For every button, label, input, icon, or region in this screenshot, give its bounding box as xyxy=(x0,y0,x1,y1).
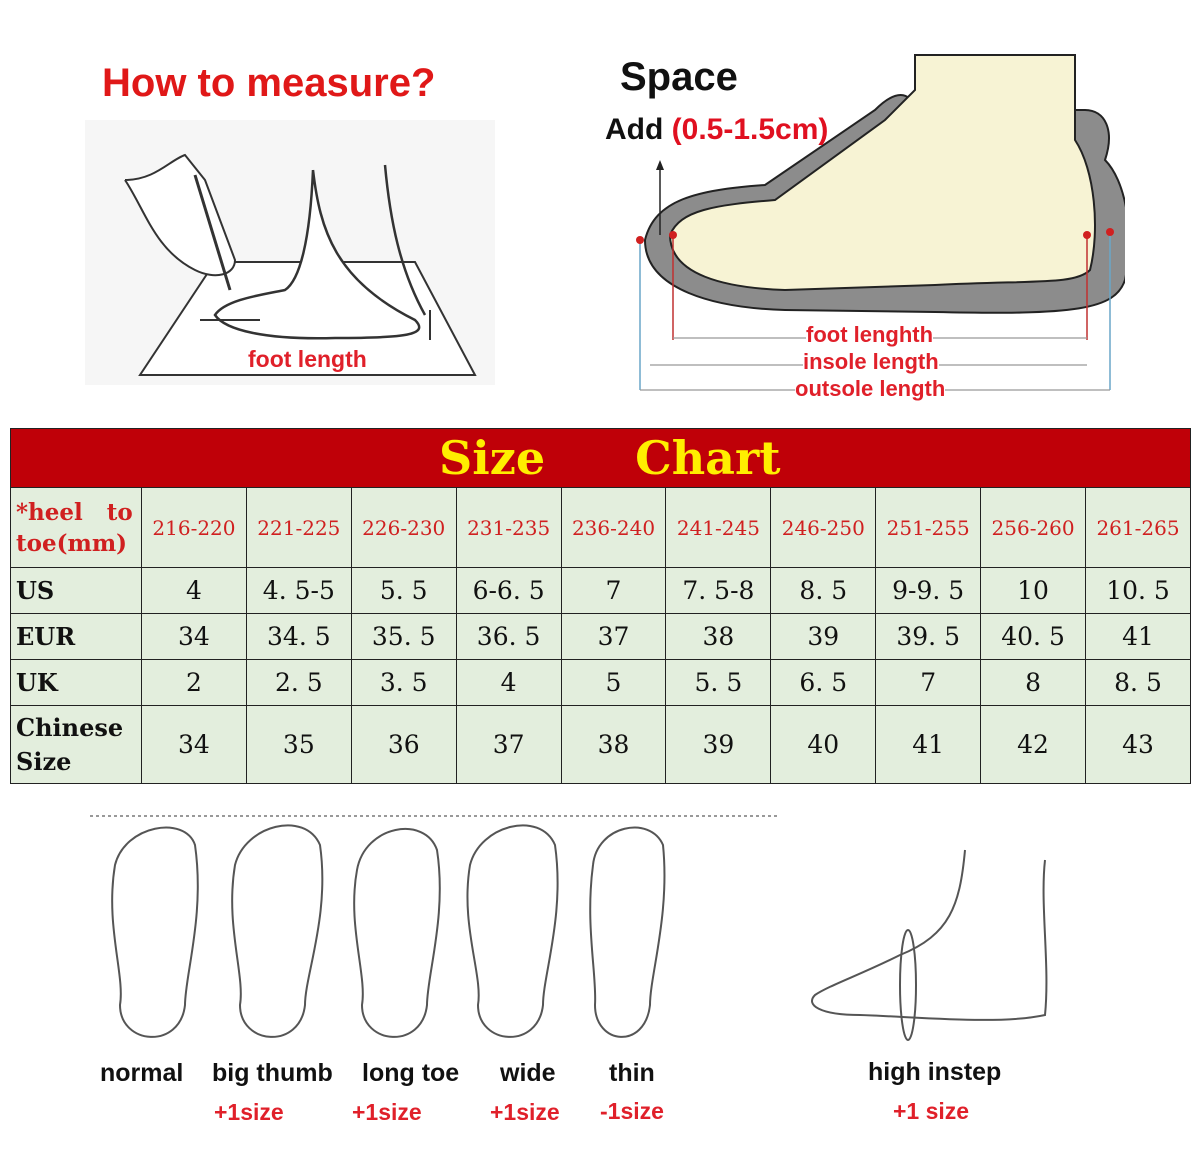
advice-big-thumb: +1size xyxy=(214,1099,284,1125)
size-cell: 37 xyxy=(560,613,667,660)
length-cell: 241-245 xyxy=(665,487,772,568)
size-cell: 39 xyxy=(665,705,772,784)
size-cell: 35. 5 xyxy=(350,613,457,660)
size-chart-table: Size Chart *heel to toe(mm) 216-220 221-22… xyxy=(10,428,1191,784)
row-header: UK xyxy=(10,659,142,706)
size-chart-title: Size Chart xyxy=(10,428,1191,488)
size-cell: 2. 5 xyxy=(245,659,352,706)
insole-length-caption: insole length xyxy=(803,349,939,374)
how-to-measure-title: How to measure? xyxy=(102,61,436,105)
size-cell: 3. 5 xyxy=(350,659,457,706)
us-row: US 4 4. 5-5 5. 5 6-6. 5 7 7. 5-8 8. 5 9-9. 5 10 10… xyxy=(10,567,1191,614)
length-cell: 231-235 xyxy=(455,487,562,568)
size-cell: 40. 5 xyxy=(980,613,1087,660)
size-cell: 8. 5 xyxy=(770,567,877,614)
length-cell: 251-255 xyxy=(875,487,982,568)
length-row: *heel to toe(mm) 216-220 221-225 226-230 … xyxy=(10,487,1191,568)
size-cell: 43 xyxy=(1085,705,1191,784)
size-cell: 35 xyxy=(245,705,352,784)
size-cell: 9-9. 5 xyxy=(875,567,982,614)
measure-foot-illustration xyxy=(85,120,495,385)
eur-row: EUR 34 34. 5 35. 5 36. 5 37 38 39 39. 5 40. 5 41 xyxy=(10,613,1191,660)
heel-to-toe-header: *heel to toe(mm) xyxy=(10,487,142,568)
size-cell: 41 xyxy=(1085,613,1191,660)
advice-thin: -1size xyxy=(600,1098,664,1124)
space-add-label: Add (0.5-1.5cm) xyxy=(605,112,828,148)
size-cell: 2 xyxy=(141,659,247,706)
size-cell: 10 xyxy=(980,567,1087,614)
size-cell: 34 xyxy=(141,705,247,784)
length-cell: 216-220 xyxy=(141,487,247,568)
size-cell: 41 xyxy=(875,705,982,784)
foot-type-thin: thin xyxy=(609,1059,655,1087)
advice-long-toe: +1size xyxy=(352,1099,422,1125)
foot-type-high-instep: high instep xyxy=(868,1058,1002,1086)
row-header: US xyxy=(10,567,142,614)
size-cell: 34 xyxy=(141,613,247,660)
size-cell: 40 xyxy=(770,705,877,784)
size-cell: 7 xyxy=(875,659,982,706)
normal-foot-icon xyxy=(111,826,199,1038)
size-cell: 6-6. 5 xyxy=(455,567,562,614)
length-cell: 236-240 xyxy=(560,487,667,568)
length-cell: 226-230 xyxy=(350,487,457,568)
foot-type-big-thumb: big thumb xyxy=(212,1059,333,1087)
uk-row: UK 2 2. 5 3. 5 4 5 5. 5 6. 5 7 8 8. 5 xyxy=(10,659,1191,706)
size-cell: 5 xyxy=(560,659,667,706)
long-toe-foot-icon xyxy=(353,827,441,1038)
size-cell: 38 xyxy=(665,613,772,660)
size-cell: 5. 5 xyxy=(665,659,772,706)
high-instep-illustration xyxy=(811,849,1048,1041)
foot-type-wide: wide xyxy=(500,1059,556,1087)
size-cell: 39. 5 xyxy=(875,613,982,660)
size-cell: 5. 5 xyxy=(350,567,457,614)
wide-foot-icon xyxy=(466,824,559,1038)
title-chart: Chart xyxy=(635,431,781,485)
outsole-length-caption: outsole length xyxy=(795,376,946,401)
big-thumb-foot-icon xyxy=(231,824,324,1038)
size-cell: 7 xyxy=(560,567,667,614)
length-cell: 221-225 xyxy=(245,487,352,568)
size-cell: 4 xyxy=(455,659,562,706)
length-cell: 261-265 xyxy=(1085,487,1191,568)
foot-types-illustration xyxy=(90,815,780,1038)
size-cell: 36. 5 xyxy=(455,613,562,660)
size-cell: 37 xyxy=(455,705,562,784)
thin-foot-icon xyxy=(589,826,666,1038)
size-cell: 4. 5-5 xyxy=(245,567,352,614)
foot-type-long-toe: long toe xyxy=(362,1059,460,1087)
title-size: Size xyxy=(439,431,546,485)
length-cell: 246-250 xyxy=(770,487,877,568)
row-header: EUR xyxy=(10,613,142,660)
header-line2: toe(mm) xyxy=(16,529,128,557)
size-cell: 6. 5 xyxy=(770,659,877,706)
size-cell: 4 xyxy=(141,567,247,614)
header-line1: *heel to xyxy=(16,498,133,526)
size-cell: 7. 5-8 xyxy=(665,567,772,614)
size-cell: 36 xyxy=(350,705,457,784)
add-label: Add xyxy=(605,113,664,146)
size-cell: 42 xyxy=(980,705,1087,784)
length-cell: 256-260 xyxy=(980,487,1087,568)
size-cell: 38 xyxy=(560,705,667,784)
size-cell: 8. 5 xyxy=(1085,659,1191,706)
advice-wide: +1size xyxy=(490,1099,560,1125)
foot-length-caption: foot lenghth xyxy=(806,322,934,347)
size-cell: 10. 5 xyxy=(1085,567,1191,614)
foot-length-label: foot length xyxy=(248,346,367,372)
size-chart-title-row: Size Chart xyxy=(10,428,1191,488)
size-cell: 34. 5 xyxy=(245,613,352,660)
row-header: Chinese Size xyxy=(10,705,142,784)
size-cell: 39 xyxy=(770,613,877,660)
advice-high-instep: +1 size xyxy=(893,1098,970,1124)
chinese-size-row: Chinese Size 34 35 36 37 38 39 40 41 42 43 xyxy=(10,705,1191,784)
add-value: (0.5-1.5cm) xyxy=(671,113,829,146)
space-title: Space xyxy=(620,55,738,99)
foot-type-normal: normal xyxy=(100,1059,184,1087)
shoe-cross-section-illustration xyxy=(636,54,1125,391)
size-cell: 8 xyxy=(980,659,1087,706)
